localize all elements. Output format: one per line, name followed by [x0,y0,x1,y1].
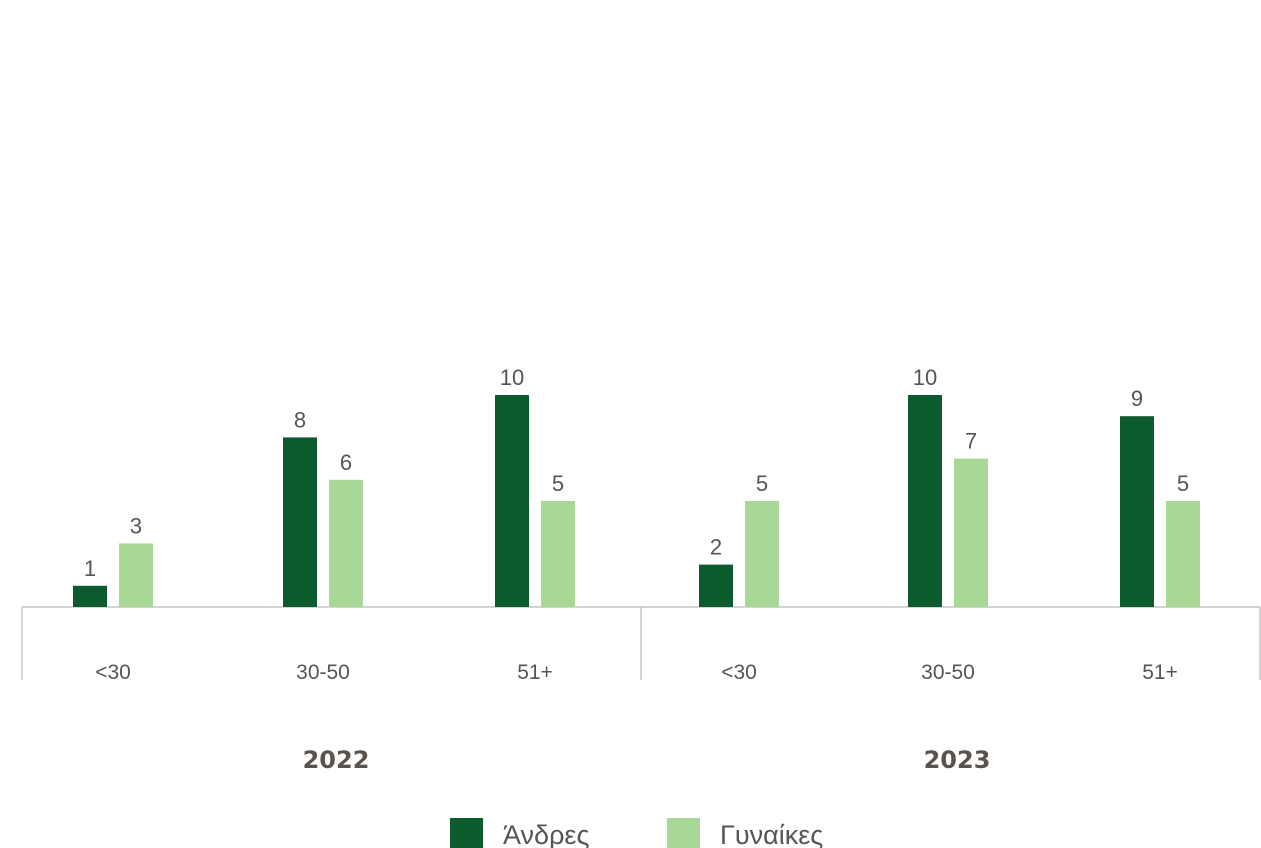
bar-2022-30-50-women [329,479,363,607]
data-label: 7 [965,429,977,454]
bar-2022-30-50-men [283,437,317,607]
bar-2023-51+-men [1120,416,1154,607]
x-tick-label: <30 [721,661,757,684]
group-label-2023: 2023 [924,746,991,774]
data-label: 5 [1177,471,1189,496]
data-label: 10 [500,365,524,390]
data-label: 5 [552,471,564,496]
data-label: 9 [1131,386,1143,411]
bar-2022-51+-men [495,395,529,607]
axes [21,606,1261,680]
data-label: 8 [294,407,306,432]
bar-2022-<30-men [73,585,107,607]
legend-swatch-women [667,818,700,848]
x-tick-label: <30 [95,661,131,684]
data-label: 1 [84,556,96,581]
legend-label-women: Γυναίκες [720,820,823,848]
group-label-2022: 2022 [303,746,370,774]
bar-2023-<30-men [699,564,733,607]
x-tick-label: 30-50 [296,661,350,684]
data-label: 10 [913,365,937,390]
bar-2023-30-50-women [954,458,988,607]
data-label: 5 [756,471,768,496]
bar-2022-51+-women [541,501,575,607]
bar-2023-<30-women [745,501,779,607]
legend-label-men: Άνδρες [503,820,589,848]
legend-swatch-men [450,818,483,848]
data-label: 2 [710,535,722,560]
data-label: 6 [340,450,352,475]
labels-layer: 1 3 <30 8 6 30-50 10 5 51+ 2022 2 5 <30 10 7 30-50 9 5 51+… [84,365,1189,774]
legend: Άνδρες Γυναίκες [450,818,823,848]
bars-layer [73,395,1200,607]
bar-2023-30-50-men [908,395,942,607]
x-tick-label: 30-50 [921,661,975,684]
data-label: 3 [130,513,142,538]
x-tick-label: 51+ [517,661,553,684]
bar-2023-51+-women [1166,501,1200,607]
bar-2022-<30-women [119,543,153,607]
x-tick-label: 51+ [1142,661,1178,684]
